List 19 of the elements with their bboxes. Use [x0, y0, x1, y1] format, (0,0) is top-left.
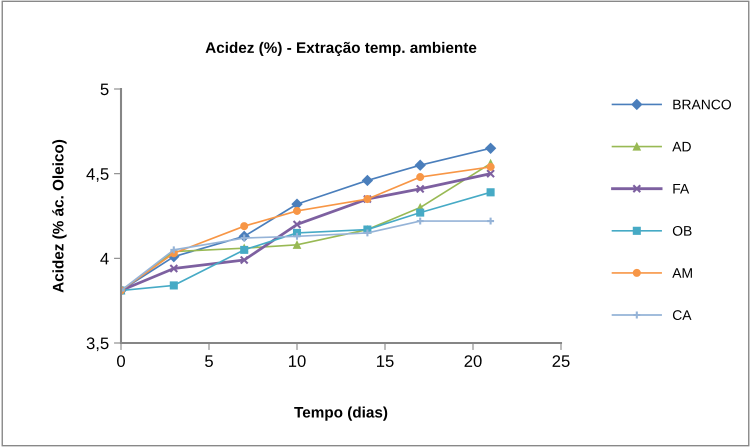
x-tick-label: 20	[464, 355, 482, 368]
legend-label: AM	[672, 268, 692, 278]
y-tick-label: 4,5	[86, 168, 108, 182]
y-axis-title: Acidez (% ác. Oleico)	[52, 140, 67, 292]
legend-label: AD	[672, 142, 691, 152]
x-tick-label: 0	[117, 355, 125, 368]
legend-label: BRANCO	[673, 100, 731, 110]
legend-label: FA	[673, 184, 690, 194]
x-tick-label: 15	[377, 355, 394, 368]
legend-label: CA	[672, 310, 692, 320]
legend-label: OB	[672, 226, 692, 236]
y-tick-label: 4	[100, 252, 109, 264]
x-axis-title: Tempo (dias)	[294, 406, 388, 421]
x-tick-label: 10	[289, 355, 306, 368]
chart-title: Acidez (%) - Extração temp. ambiente	[206, 42, 476, 56]
x-tick-label: 25	[552, 355, 570, 368]
x-tick-label: 5	[205, 355, 213, 368]
y-tick-label: 5	[100, 84, 108, 96]
y-tick-label: 3,5	[86, 337, 108, 352]
